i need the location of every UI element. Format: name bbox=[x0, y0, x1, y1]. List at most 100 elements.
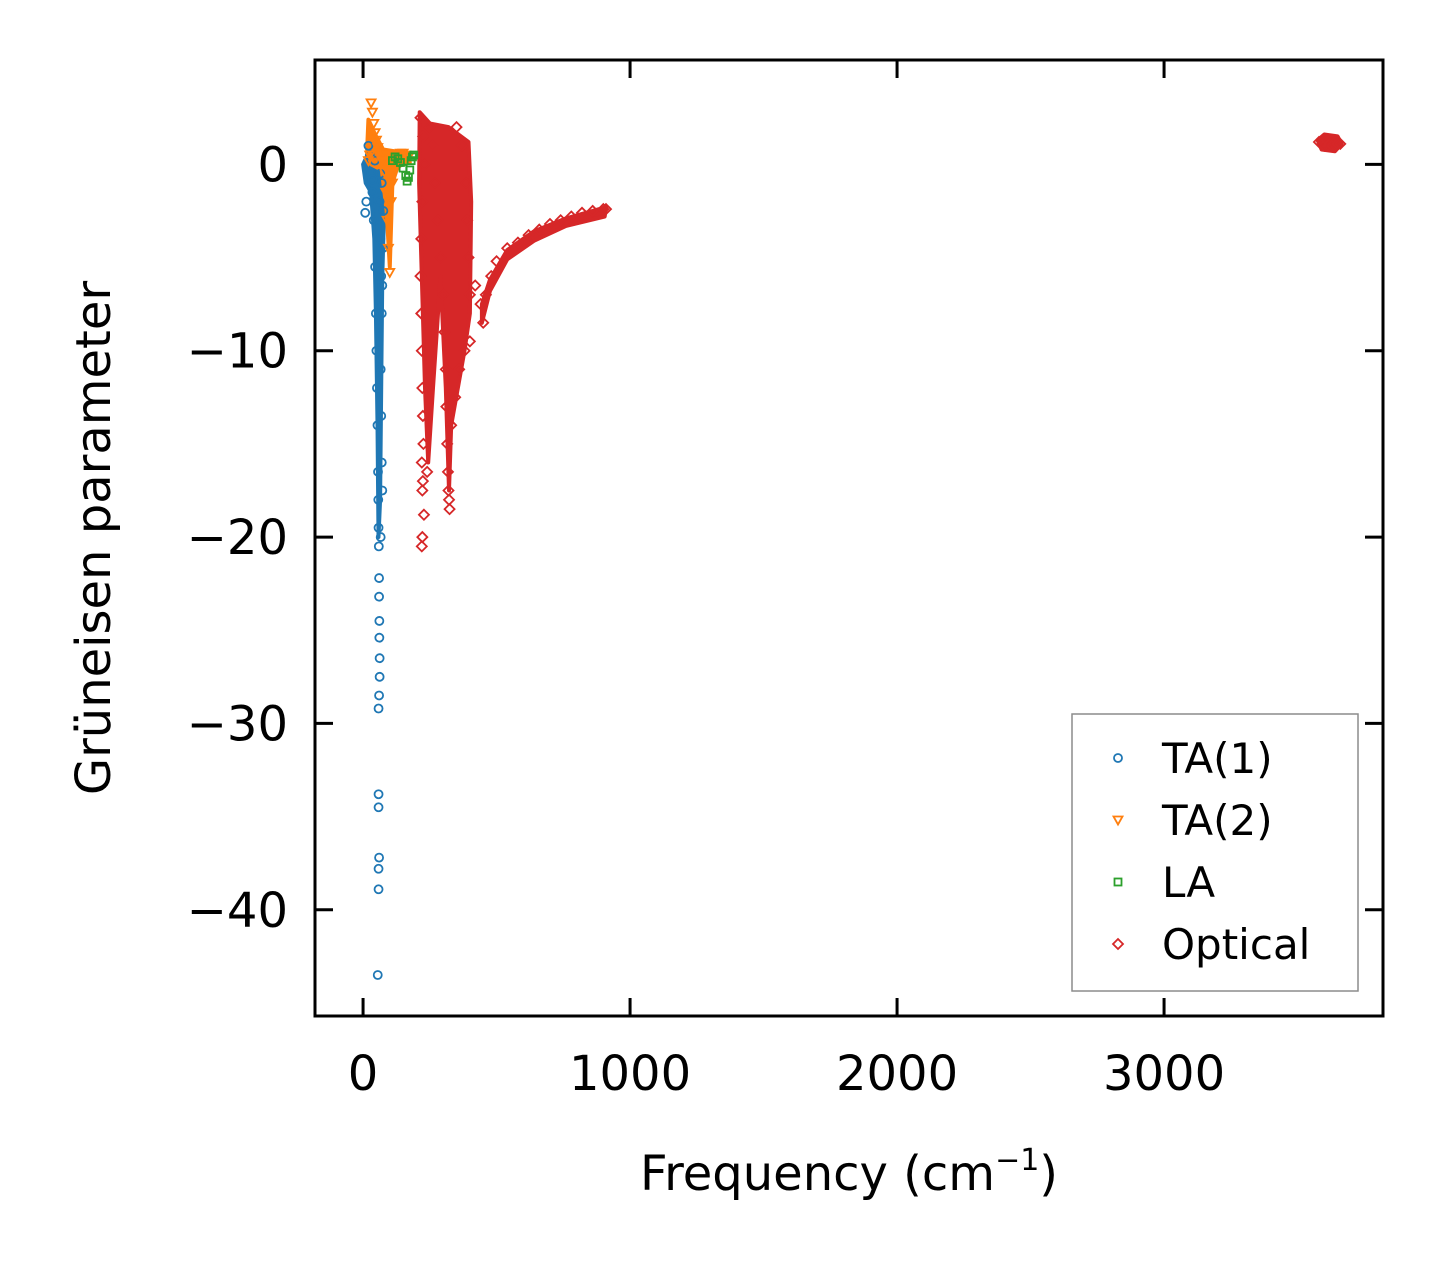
point-optical bbox=[416, 381, 429, 395]
point-ta-1 bbox=[363, 140, 374, 151]
point-optical bbox=[428, 176, 442, 190]
point-ta-2 bbox=[399, 150, 412, 162]
point-ta-1 bbox=[376, 271, 387, 282]
point-optical bbox=[440, 400, 453, 413]
point-optical bbox=[434, 251, 447, 264]
point-optical bbox=[586, 204, 599, 218]
point-ta-1 bbox=[376, 457, 387, 468]
point-ta-1 bbox=[374, 690, 384, 701]
point-ta-1 bbox=[378, 206, 389, 216]
y-tick-label: −10 bbox=[187, 324, 288, 380]
point-optical bbox=[484, 269, 498, 283]
point-ta-2 bbox=[366, 107, 379, 119]
legend-marker-ta-2 bbox=[1111, 815, 1125, 827]
point-ta-1 bbox=[374, 653, 385, 664]
point-optical bbox=[522, 228, 535, 242]
point-optical bbox=[415, 344, 429, 357]
point-ta-1 bbox=[374, 616, 385, 626]
point-ta-2 bbox=[385, 197, 398, 208]
point-optical bbox=[414, 111, 427, 125]
point-optical bbox=[476, 316, 490, 330]
point-ta-2 bbox=[373, 148, 386, 160]
x-tick-label: 0 bbox=[348, 1046, 379, 1102]
point-optical bbox=[426, 139, 439, 152]
point-optical bbox=[416, 530, 429, 544]
point-ta-1 bbox=[370, 261, 380, 272]
y-axis-label: Grüneisen parameter bbox=[66, 281, 122, 796]
point-ta-1 bbox=[373, 466, 383, 477]
point-optical bbox=[415, 456, 429, 469]
point-optical bbox=[416, 484, 429, 497]
point-ta-2 bbox=[367, 118, 380, 130]
point-ta-2 bbox=[378, 167, 391, 179]
point-ta-1 bbox=[372, 420, 383, 431]
point-optical bbox=[533, 223, 546, 236]
point-optical bbox=[436, 288, 450, 302]
point-optical bbox=[438, 325, 451, 339]
point-optical bbox=[414, 269, 427, 283]
point-optical bbox=[554, 213, 567, 227]
point-ta-1 bbox=[374, 632, 385, 643]
point-ta-2 bbox=[383, 268, 396, 279]
point-ta-1 bbox=[377, 280, 388, 291]
point-optical bbox=[415, 540, 429, 553]
point-optical bbox=[565, 210, 578, 223]
point-ta-1 bbox=[375, 234, 386, 244]
point-ta-1 bbox=[376, 178, 387, 188]
legend-label-la: LA bbox=[1162, 858, 1215, 907]
y-tick-label: −30 bbox=[187, 696, 288, 752]
series-ta-1 bbox=[360, 140, 389, 980]
y-tick-label: −20 bbox=[187, 510, 288, 566]
point-optical bbox=[439, 363, 453, 376]
point-ta-1 bbox=[376, 411, 387, 421]
point-ta-1 bbox=[361, 196, 372, 207]
point-ta-1 bbox=[374, 591, 384, 602]
point-optical bbox=[599, 202, 613, 216]
point-optical bbox=[459, 176, 473, 190]
legend: TA(1) TA(2) LA Optical bbox=[1071, 713, 1359, 992]
legend-entry-ta-1: TA(1) bbox=[1113, 734, 1273, 783]
point-optical bbox=[416, 195, 429, 208]
point-optical bbox=[1334, 137, 1347, 151]
point-ta-1 bbox=[370, 308, 381, 319]
point-ta-1 bbox=[372, 970, 383, 980]
point-optical bbox=[431, 213, 445, 227]
x-axis-label: Frequency (cm−1) bbox=[640, 1143, 1058, 1202]
point-optical bbox=[414, 307, 428, 320]
point-optical bbox=[440, 437, 454, 451]
point-optical bbox=[468, 279, 482, 292]
point-ta-2 bbox=[363, 150, 376, 162]
series-optical bbox=[414, 111, 1347, 553]
point-ta-1 bbox=[374, 852, 384, 863]
point-optical bbox=[444, 418, 458, 432]
point-ta-1 bbox=[366, 168, 376, 179]
legend-entry-ta-2: TA(2) bbox=[1111, 796, 1273, 845]
axis-ticks: 0 1000 2000 3000 0 −10 −20 −30 −40 bbox=[187, 60, 1383, 1102]
point-optical bbox=[575, 206, 589, 220]
point-la bbox=[408, 152, 417, 162]
legend-marker-la bbox=[1113, 877, 1123, 887]
point-optical bbox=[417, 437, 430, 451]
data-points bbox=[360, 98, 1347, 980]
dense-region-ta-1--0 bbox=[361, 140, 387, 540]
dense-region-optical-2 bbox=[417, 110, 474, 493]
point-optical bbox=[490, 254, 503, 268]
point-ta-1 bbox=[367, 187, 378, 198]
point-ta-2 bbox=[381, 215, 394, 227]
x-tick-label: 1000 bbox=[569, 1046, 691, 1102]
point-optical bbox=[597, 202, 610, 216]
point-ta-1 bbox=[373, 884, 384, 895]
point-ta-1 bbox=[375, 532, 386, 542]
point-optical bbox=[416, 409, 430, 423]
dense-region-optical-3 bbox=[479, 205, 608, 325]
point-ta-2 bbox=[379, 187, 392, 199]
legend-box bbox=[1071, 713, 1359, 992]
point-ta-1 bbox=[371, 345, 382, 356]
point-optical bbox=[1331, 137, 1344, 151]
point-optical bbox=[463, 335, 477, 348]
point-optical bbox=[423, 120, 437, 134]
legend-label-optical: Optical bbox=[1162, 920, 1310, 969]
point-optical bbox=[420, 465, 434, 479]
point-optical bbox=[416, 474, 430, 488]
